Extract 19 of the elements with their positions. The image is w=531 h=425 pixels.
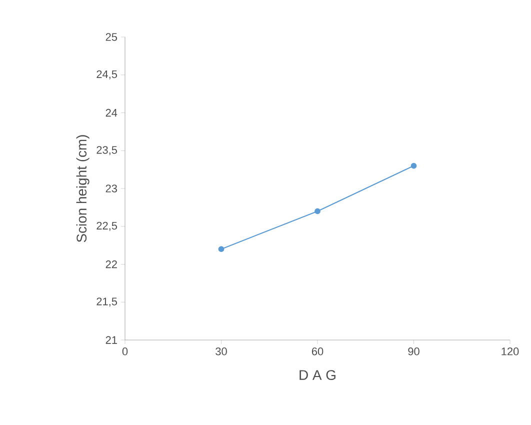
x-tick-label: 120 bbox=[502, 348, 519, 356]
x-tick-label: 0 bbox=[122, 348, 128, 356]
point bbox=[314, 208, 320, 214]
y-tick-label: 21 bbox=[106, 336, 117, 344]
y-tick-label: 23,5 bbox=[96, 146, 118, 156]
x-axis-title: D A G bbox=[300, 370, 336, 380]
x-tick-label: 30 bbox=[216, 348, 227, 356]
x-tick-label: 60 bbox=[312, 348, 324, 356]
x-tick-label: 90 bbox=[408, 348, 420, 356]
point bbox=[410, 162, 417, 169]
y-tick-label: 23 bbox=[106, 184, 117, 192]
y-tick-label: 24,5 bbox=[96, 70, 118, 80]
y-tick-label: 25 bbox=[106, 33, 118, 41]
y-tick-label: 24 bbox=[106, 108, 118, 117]
y-tick-label: 21,5 bbox=[96, 298, 118, 307]
y-axis-title: Scion height (cm) bbox=[76, 135, 90, 242]
y-tick-label: 22 bbox=[106, 260, 117, 268]
y-tick-label: 22,5 bbox=[96, 222, 118, 231]
point bbox=[218, 246, 224, 252]
